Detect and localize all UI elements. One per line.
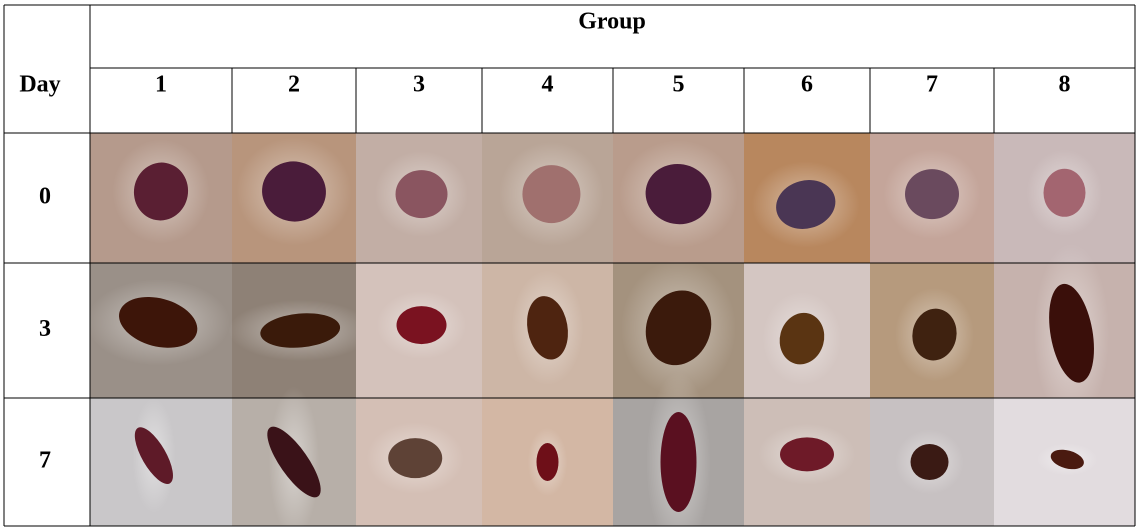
group-header: Group xyxy=(578,9,646,35)
wound xyxy=(645,164,712,225)
wound xyxy=(267,426,321,498)
wound xyxy=(262,161,326,222)
wound-photo xyxy=(744,398,870,526)
group-number: 4 xyxy=(542,72,554,98)
group-number: 1 xyxy=(155,72,167,98)
wound-photo xyxy=(994,243,1135,424)
wound xyxy=(396,306,447,345)
wound-photo xyxy=(482,263,613,398)
wound xyxy=(780,437,834,472)
wound xyxy=(536,443,559,481)
wound-photo xyxy=(613,259,744,398)
group-number: 6 xyxy=(801,72,813,98)
wound xyxy=(260,313,341,348)
wound xyxy=(134,427,173,484)
day-label: 7 xyxy=(39,448,51,474)
group-number: 3 xyxy=(413,72,425,98)
wound-photo xyxy=(482,133,613,263)
wound xyxy=(133,162,189,221)
wound-photo xyxy=(356,133,482,263)
wound-photo xyxy=(90,133,232,263)
group-number: 7 xyxy=(926,72,938,98)
wound xyxy=(779,312,825,365)
wound xyxy=(660,412,697,512)
day-label: 3 xyxy=(39,316,51,342)
wound-photo xyxy=(613,133,744,263)
wound-photo xyxy=(744,133,870,263)
wound-photo xyxy=(356,263,482,398)
group-number: 5 xyxy=(673,72,685,98)
wound-photo xyxy=(994,133,1135,263)
wound xyxy=(1049,283,1094,383)
wound-photo xyxy=(613,372,744,528)
table-borders xyxy=(3,4,1136,527)
wound-photo xyxy=(870,133,994,263)
day-label: 0 xyxy=(39,184,51,210)
wound-photo xyxy=(232,386,356,528)
wound xyxy=(527,296,568,360)
wound xyxy=(522,165,581,224)
wound xyxy=(905,169,959,220)
wound-photo xyxy=(744,263,870,398)
wound xyxy=(119,297,198,348)
photo-cells xyxy=(86,133,1135,528)
wound-photo xyxy=(356,398,482,526)
wound xyxy=(1050,449,1084,470)
wound-photo xyxy=(994,398,1135,526)
wound xyxy=(395,170,448,219)
wound xyxy=(645,290,712,366)
wound xyxy=(388,438,443,479)
wound-photo xyxy=(870,398,994,526)
wound-photo xyxy=(482,398,613,526)
wound-photo xyxy=(232,133,356,263)
wound xyxy=(912,308,957,361)
day-header: Day xyxy=(19,72,60,98)
group-number: 8 xyxy=(1059,72,1071,98)
wound xyxy=(776,180,836,229)
wound-photo xyxy=(228,263,373,398)
group-number: 2 xyxy=(288,72,300,98)
wound-photo xyxy=(90,398,232,526)
wound-photo xyxy=(86,263,232,398)
wound xyxy=(910,444,949,480)
wound-photo xyxy=(870,263,994,398)
wound xyxy=(1043,168,1086,217)
